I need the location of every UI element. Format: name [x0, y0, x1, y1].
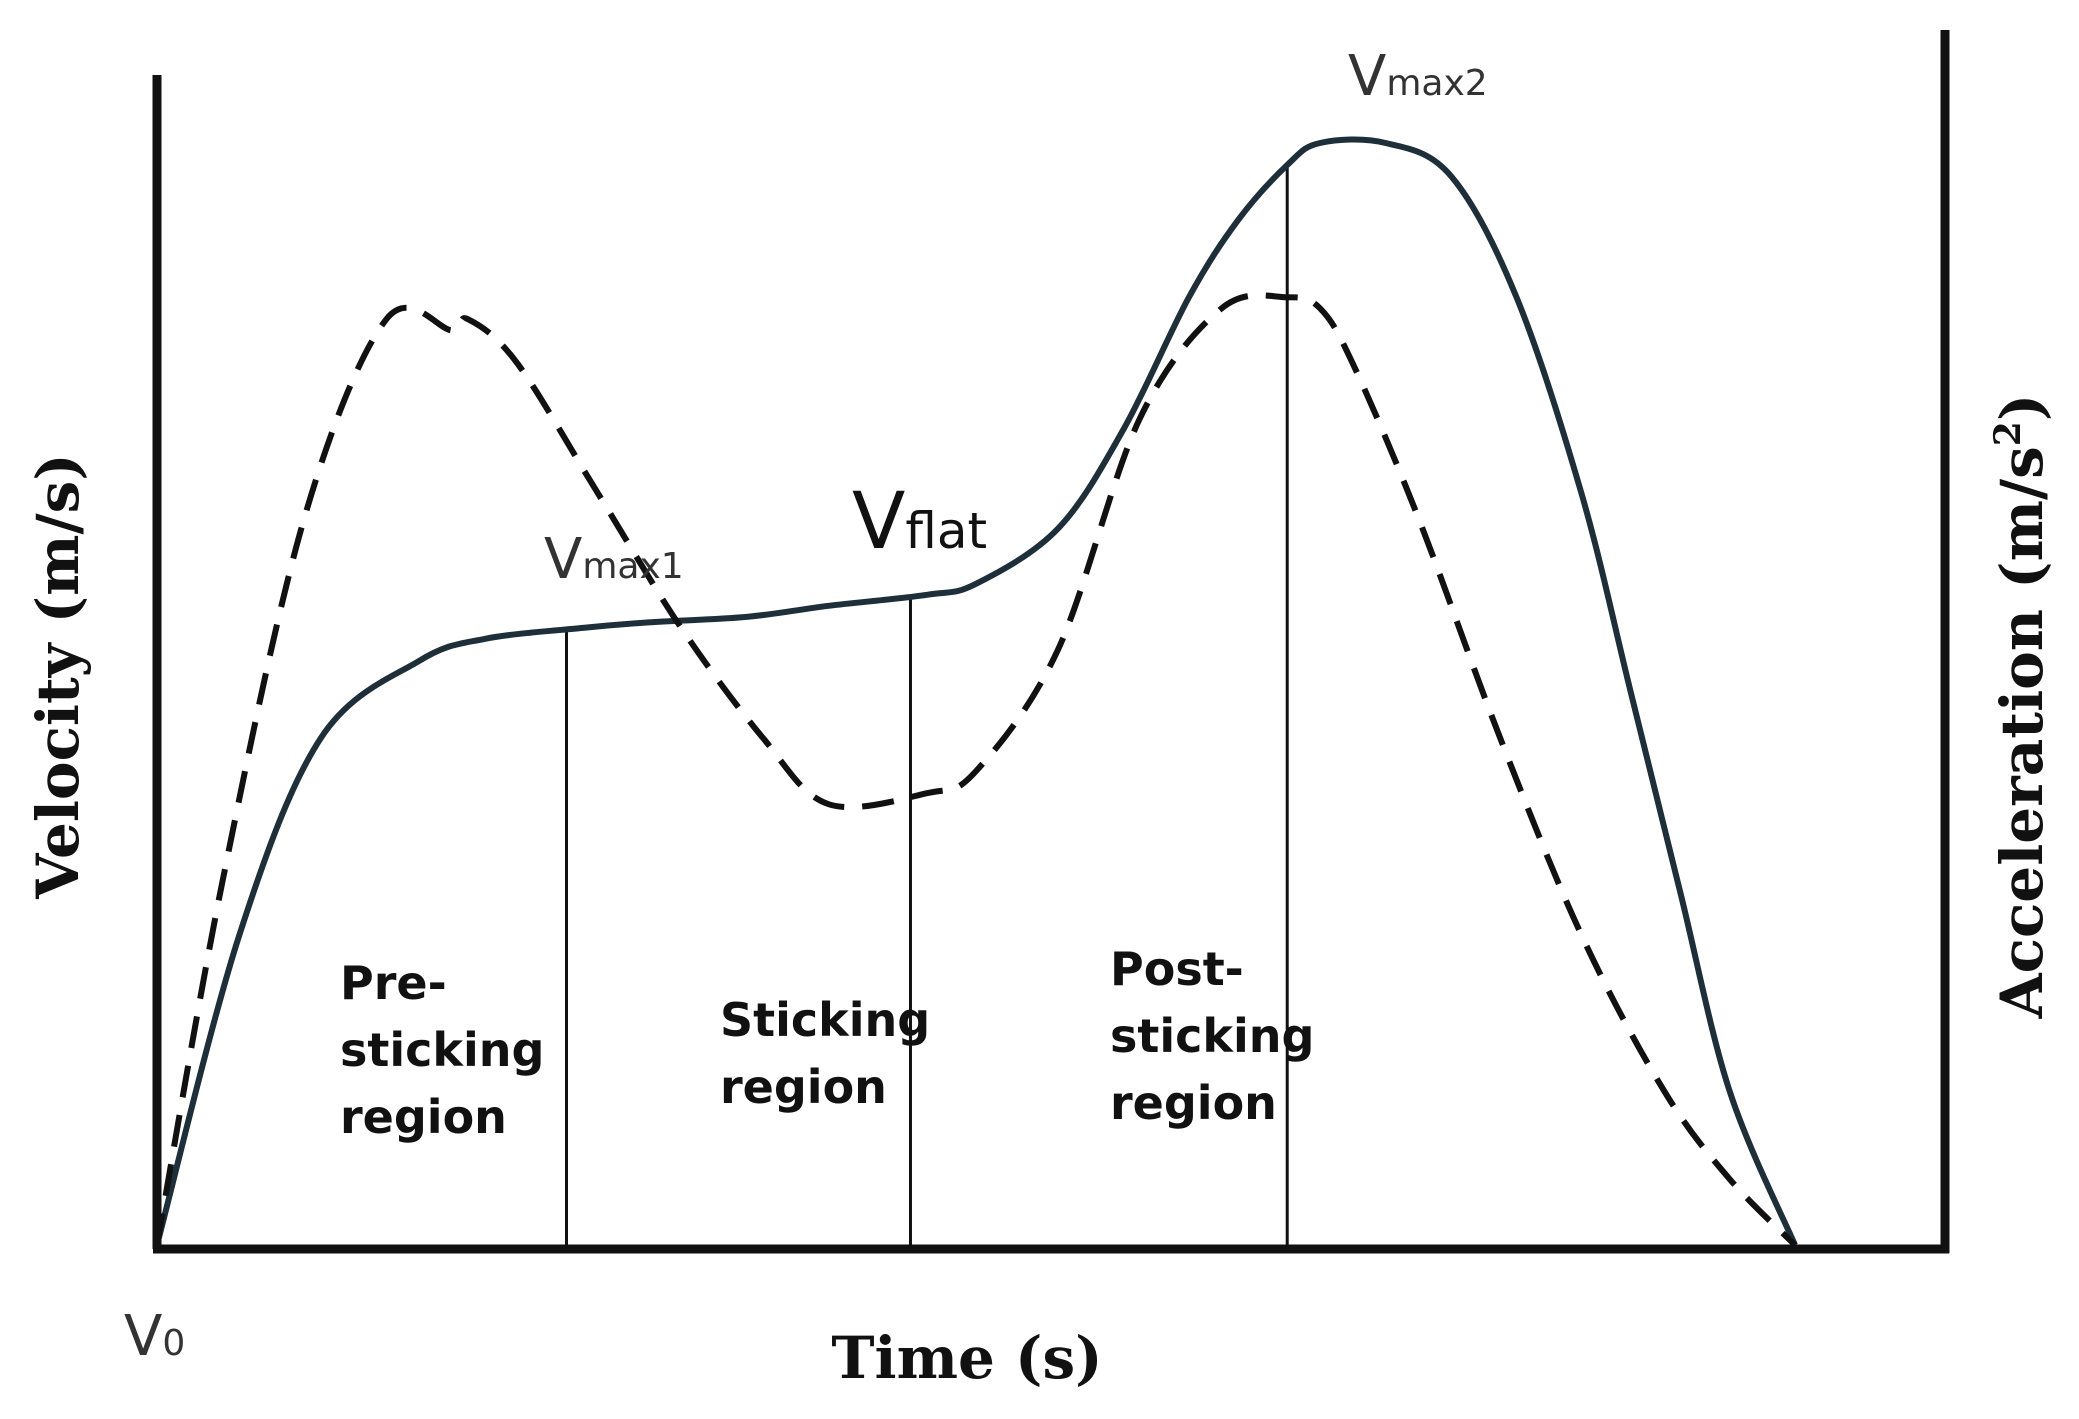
x-axis-title: Time (s) [831, 1324, 1102, 1392]
region-label-sticking: Sticking region [720, 993, 946, 1114]
vflat-label: Vflat [852, 477, 987, 567]
region-label-post-sticking: Post- sticking region [1110, 942, 1330, 1130]
vmax2-label: Vmax2 [1348, 44, 1488, 109]
acceleration-curve [154, 292, 1798, 1248]
velocity-curve [154, 136, 1798, 1247]
region-label-pre-sticking: Pre- sticking region [340, 956, 560, 1144]
v0-label: V0 [124, 1304, 185, 1369]
y-axis-right-title: Acceleration (m/s2) [1987, 394, 2056, 1020]
region-dividers [565, 165, 1289, 1249]
y-axis-title: Velocity (m/s) [24, 453, 92, 899]
vmax1-label: Vmax1 [544, 527, 684, 592]
